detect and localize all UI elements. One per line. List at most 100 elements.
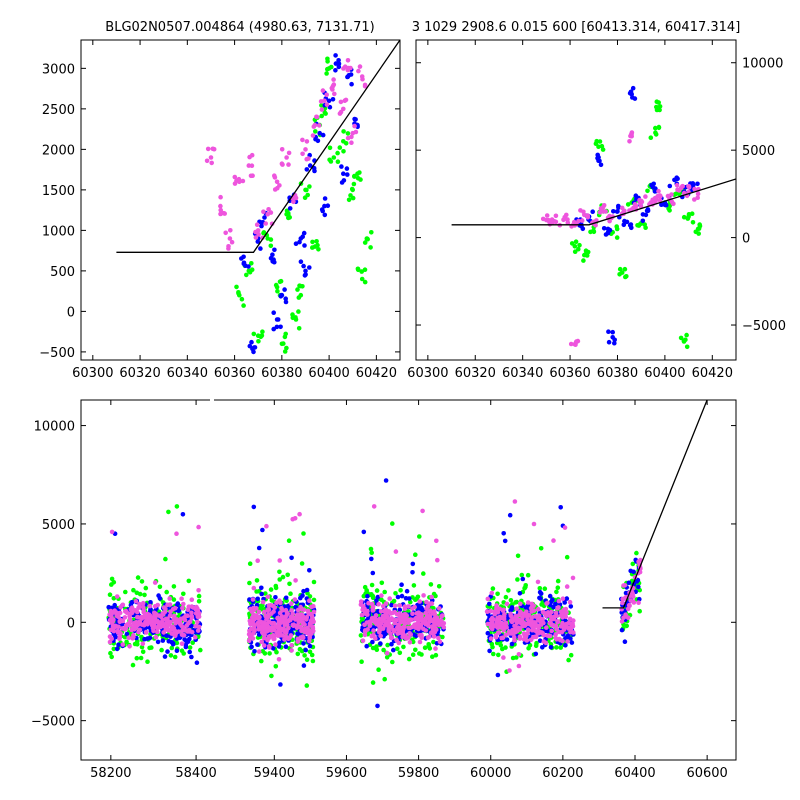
green-point	[697, 222, 702, 227]
magenta-point	[380, 626, 386, 631]
blue-point	[487, 601, 492, 607]
magenta-point	[390, 617, 395, 623]
magenta-point	[261, 609, 267, 615]
green-point	[234, 284, 239, 290]
blue-point	[537, 638, 543, 643]
magenta-point	[398, 619, 404, 625]
green-point	[260, 329, 265, 335]
magenta-point	[255, 558, 260, 563]
blue-point	[353, 117, 358, 122]
green-point	[365, 236, 371, 242]
magenta-point	[259, 639, 265, 645]
green-point	[130, 662, 136, 668]
blue-point	[307, 163, 313, 168]
magenta-point	[263, 221, 269, 226]
magenta-point	[597, 210, 603, 215]
green-point	[327, 157, 332, 163]
blue-point	[369, 556, 374, 562]
blue-point	[485, 630, 491, 636]
magenta-point	[378, 633, 384, 639]
green-point	[623, 274, 628, 280]
magenta-point	[432, 611, 438, 617]
magenta-point	[695, 191, 701, 197]
green-point	[364, 588, 370, 593]
magenta-point	[388, 631, 393, 636]
magenta-point	[291, 199, 296, 205]
green-point	[285, 572, 291, 578]
green-point	[297, 646, 303, 652]
blue-point	[341, 171, 346, 176]
magenta-point	[393, 549, 399, 554]
magenta-point	[127, 644, 132, 649]
magenta-point	[508, 613, 514, 619]
magenta-point	[533, 614, 538, 619]
magenta-point	[362, 632, 368, 638]
magenta-point	[485, 596, 491, 602]
x-tick-label: 60600	[686, 766, 727, 781]
magenta-point	[366, 600, 371, 606]
magenta-point	[540, 216, 546, 222]
blue-point	[259, 585, 264, 591]
magenta-point	[407, 640, 413, 645]
green-point	[307, 184, 312, 189]
blue-point	[275, 317, 281, 322]
blue-point	[391, 647, 396, 653]
model-line	[602, 400, 708, 609]
x-tick-label: 60380	[597, 366, 638, 381]
axis-break-gap	[210, 398, 214, 402]
blue-point	[249, 644, 254, 650]
green-point	[169, 645, 175, 651]
green-point	[410, 652, 416, 657]
blue-point	[605, 230, 611, 236]
blue-point	[520, 576, 526, 582]
x-tick-label: 60300	[72, 366, 113, 381]
blue-point	[249, 339, 254, 345]
magenta-point	[147, 603, 153, 609]
magenta-point	[291, 615, 296, 621]
blue-point	[307, 265, 312, 270]
blue-point	[322, 196, 328, 201]
magenta-point	[423, 616, 429, 621]
green-point	[145, 659, 150, 664]
green-point	[433, 652, 439, 658]
green-point	[522, 586, 527, 591]
magenta-point	[427, 609, 432, 615]
green-point	[325, 66, 330, 72]
magenta-point	[686, 185, 692, 190]
green-point	[406, 656, 412, 662]
blue-point	[301, 588, 306, 594]
magenta-point	[695, 195, 700, 200]
magenta-point	[529, 627, 535, 633]
blue-point	[255, 239, 261, 244]
magenta-point	[115, 628, 120, 634]
green-point	[503, 594, 509, 600]
magenta-point	[341, 66, 346, 71]
green-point	[411, 583, 417, 588]
green-point	[614, 235, 620, 240]
magenta-point	[172, 633, 178, 639]
magenta-point	[384, 650, 390, 656]
blue-point	[517, 591, 523, 596]
magenta-point	[253, 235, 259, 240]
blue-point	[319, 207, 325, 212]
green-point	[196, 599, 202, 604]
magenta-point	[141, 607, 146, 612]
green-point	[428, 582, 434, 587]
magenta-point	[278, 620, 284, 625]
green-point	[282, 334, 288, 340]
green-point	[648, 135, 654, 140]
blue-point	[632, 96, 638, 101]
blue-point	[378, 641, 383, 646]
green-point	[286, 211, 291, 216]
magenta-point	[417, 639, 423, 645]
magenta-point	[434, 538, 439, 544]
blue-point	[614, 209, 620, 214]
magenta-point	[560, 596, 566, 601]
blue-point	[256, 545, 262, 551]
magenta-point	[513, 629, 518, 635]
blue-point	[180, 512, 186, 517]
magenta-point	[600, 204, 606, 210]
magenta-point	[249, 163, 255, 168]
magenta-point	[356, 68, 361, 74]
green-point	[678, 335, 684, 341]
